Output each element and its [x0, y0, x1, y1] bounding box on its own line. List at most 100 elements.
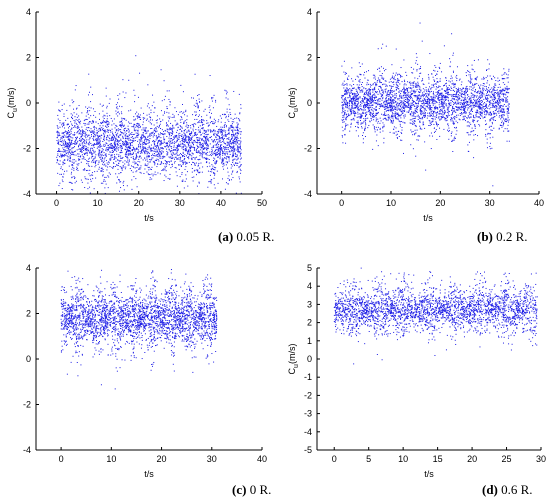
data-point	[217, 145, 219, 147]
data-point	[144, 143, 146, 145]
data-point	[70, 182, 72, 184]
data-point	[176, 129, 178, 131]
data-point	[212, 141, 214, 143]
data-point	[137, 117, 139, 119]
data-point	[167, 116, 169, 118]
data-point	[187, 141, 189, 143]
data-point	[62, 135, 64, 137]
data-point	[151, 147, 153, 149]
data-point	[113, 165, 115, 167]
data-point	[352, 109, 354, 111]
data-point	[94, 144, 96, 146]
data-point	[236, 172, 238, 174]
data-point	[442, 107, 444, 109]
data-point	[165, 143, 167, 145]
data-point	[68, 148, 70, 150]
data-point	[204, 136, 206, 138]
data-point	[180, 143, 182, 145]
data-point	[127, 150, 128, 152]
data-point	[394, 116, 396, 118]
data-point	[134, 119, 136, 121]
data-point	[432, 104, 434, 106]
data-point	[115, 104, 117, 106]
data-point	[162, 155, 164, 157]
data-point	[382, 83, 384, 85]
data-point	[81, 126, 83, 128]
data-point	[181, 180, 183, 182]
data-point	[350, 90, 352, 92]
data-point	[427, 100, 429, 102]
data-point	[505, 94, 507, 96]
data-point	[75, 137, 77, 139]
data-point	[144, 129, 146, 131]
data-point	[428, 125, 430, 126]
data-point	[112, 162, 114, 164]
data-point	[499, 90, 501, 92]
data-point	[107, 148, 109, 150]
data-point	[380, 82, 382, 84]
data-point	[440, 117, 442, 119]
data-point	[421, 92, 423, 94]
data-point	[404, 114, 406, 116]
data-point	[114, 148, 116, 150]
data-point	[489, 111, 491, 113]
data-point	[223, 168, 225, 170]
data-point	[129, 133, 131, 135]
data-point	[190, 157, 192, 159]
data-point	[182, 138, 184, 140]
data-point	[451, 83, 453, 85]
data-point	[221, 129, 223, 131]
data-point	[92, 122, 94, 124]
data-point	[180, 156, 182, 158]
data-point	[164, 95, 166, 97]
data-point	[218, 128, 220, 130]
data-point	[187, 137, 189, 139]
data-point	[98, 146, 100, 148]
data-point	[425, 93, 427, 95]
data-point	[143, 150, 145, 152]
data-point	[364, 126, 366, 128]
data-point	[341, 108, 343, 110]
data-point	[149, 138, 151, 140]
data-point	[441, 97, 443, 99]
data-point	[80, 136, 82, 138]
data-point	[139, 167, 141, 169]
data-point	[67, 136, 69, 138]
data-point	[90, 152, 92, 154]
data-point	[358, 135, 359, 137]
data-point	[439, 93, 441, 95]
data-point	[153, 153, 155, 154]
data-point	[64, 159, 66, 161]
data-point	[228, 160, 230, 162]
data-point	[354, 102, 356, 104]
data-point	[435, 122, 437, 124]
data-point	[371, 104, 373, 106]
data-point	[81, 151, 83, 153]
data-point	[420, 111, 422, 113]
data-point	[79, 148, 81, 150]
data-point	[216, 160, 218, 162]
data-point	[196, 185, 198, 187]
data-point	[92, 94, 93, 96]
data-point	[170, 156, 172, 158]
data-point	[125, 145, 127, 147]
data-point	[153, 132, 155, 134]
data-point	[397, 80, 399, 82]
data-point	[429, 108, 431, 110]
data-point	[234, 113, 236, 115]
data-point	[489, 100, 491, 102]
data-point	[107, 120, 109, 122]
data-point	[391, 108, 393, 110]
data-point	[230, 142, 232, 144]
data-point	[341, 135, 343, 137]
data-point	[407, 97, 409, 99]
data-point	[78, 153, 80, 155]
data-point	[226, 144, 228, 146]
data-point	[57, 134, 59, 136]
data-point	[130, 142, 132, 144]
data-point	[94, 136, 96, 138]
data-point	[142, 121, 144, 123]
data-point	[476, 100, 478, 102]
data-point	[231, 171, 233, 173]
data-point	[211, 147, 213, 149]
